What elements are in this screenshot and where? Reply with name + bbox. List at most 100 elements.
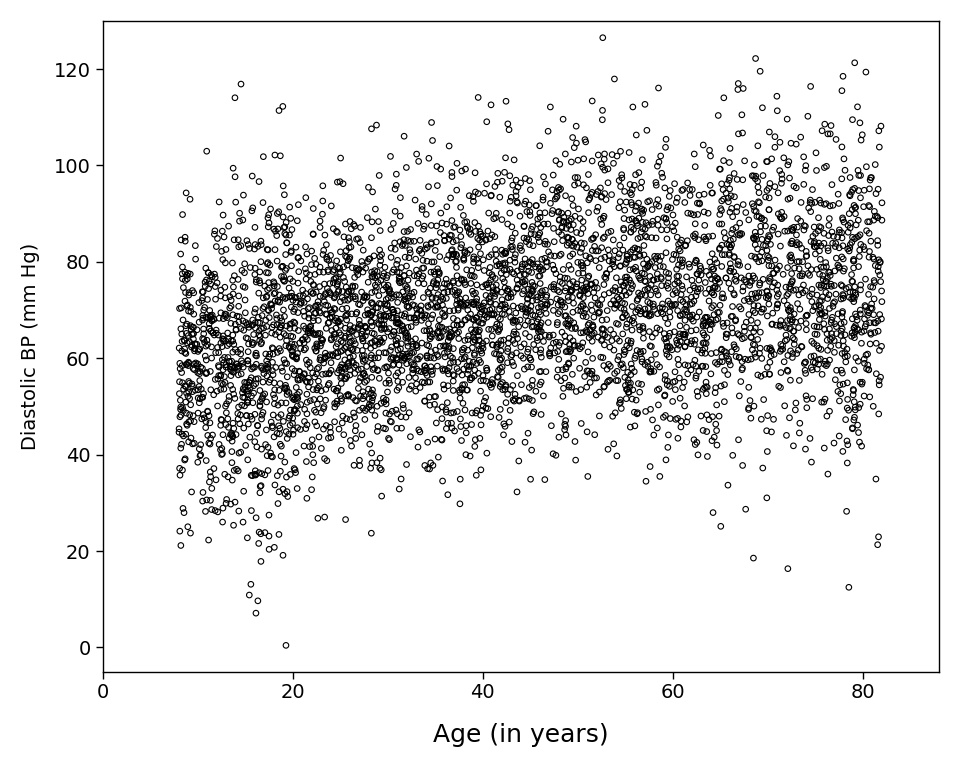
Point [662,327,678,339]
Point [467,370,482,382]
Point [868,473,883,485]
Point [673,309,688,321]
Point [377,261,393,273]
Point [200,293,215,306]
Point [689,386,705,398]
Point [366,389,381,401]
Point [659,213,674,225]
Point [659,280,674,292]
Point [619,253,635,266]
Point [268,295,283,307]
Point [606,344,621,356]
Point [629,129,644,141]
Point [634,378,649,390]
Point [390,266,405,278]
Point [705,435,720,447]
Point [851,260,866,273]
Point [252,399,268,412]
Point [449,327,465,339]
Point [665,376,681,389]
Point [309,419,324,432]
Point [617,379,633,392]
Point [494,293,510,306]
Point [763,238,779,250]
Point [543,250,559,262]
Point [358,329,373,342]
Point [847,321,862,333]
Point [684,338,699,350]
Point [284,287,300,300]
Point [180,390,196,402]
Point [263,298,278,310]
Point [260,361,276,373]
Point [522,210,538,222]
Point [714,204,730,217]
Point [223,363,238,376]
Point [219,309,234,321]
Point [228,324,244,336]
Point [333,335,348,347]
Point [636,240,652,252]
Point [630,233,645,245]
Point [225,383,240,396]
Point [305,367,321,379]
Point [484,229,499,241]
Point [224,317,239,329]
Point [239,376,254,389]
Point [600,376,615,388]
Point [732,217,748,229]
Point [277,227,293,240]
Point [533,292,548,304]
Point [492,362,508,374]
Point [239,234,254,247]
Point [562,381,577,393]
Point [268,329,283,341]
Point [533,319,548,332]
Point [735,174,751,186]
Point [502,170,517,182]
Point [536,263,551,276]
Point [465,372,480,384]
Point [593,253,609,265]
Point [284,362,300,375]
Point [775,343,790,356]
Point [357,405,372,417]
Point [787,404,803,416]
Point [398,296,414,308]
Point [763,345,779,357]
Point [833,293,849,305]
Point [384,351,399,363]
Point [297,403,312,415]
Point [292,365,307,377]
Point [411,268,426,280]
Point [696,231,711,243]
Point [236,189,252,201]
Point [564,233,580,246]
Point [532,366,547,378]
Point [407,270,422,282]
Point [213,337,228,349]
Point [179,428,194,440]
Point [205,313,221,325]
Point [623,187,638,199]
Point [484,99,499,111]
Point [769,263,784,276]
Point [268,225,283,237]
Point [869,368,884,380]
Point [253,323,269,335]
Point [445,248,461,260]
Point [316,357,331,369]
Point [696,314,711,326]
Point [498,247,514,259]
Point [609,374,624,386]
Point [396,270,412,282]
Point [373,274,389,286]
Point [524,253,540,266]
Point [282,273,298,285]
Point [245,314,260,326]
Point [703,150,718,162]
Point [826,199,841,211]
Point [181,286,197,299]
Point [328,322,344,334]
Point [764,153,780,165]
